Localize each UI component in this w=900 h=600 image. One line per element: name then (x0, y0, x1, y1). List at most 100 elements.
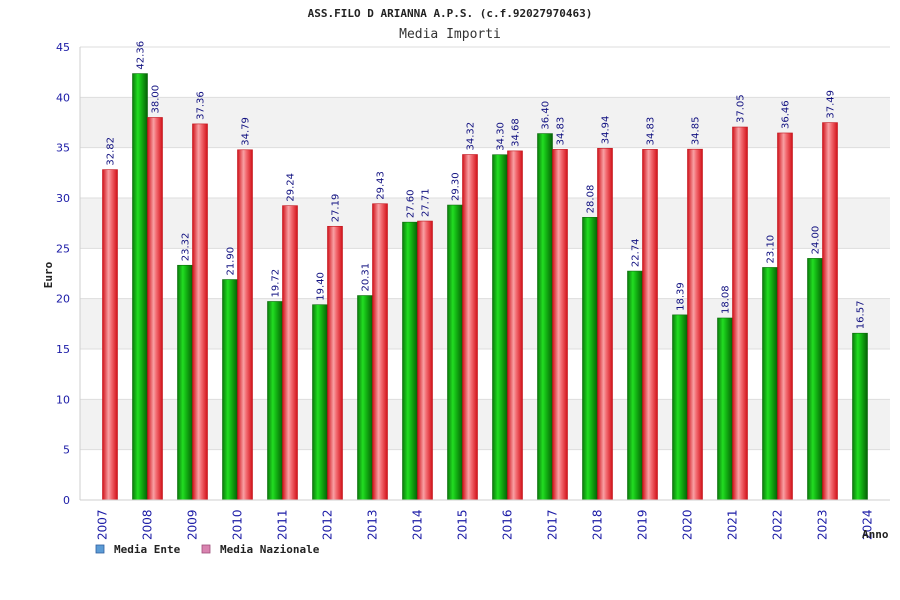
data-label: 20.31 (361, 263, 372, 292)
data-label: 18.08 (721, 285, 732, 314)
bar-media-nazionale-2011 (282, 205, 298, 501)
bar-media-ente-2012 (312, 304, 328, 501)
bar-media-nazionale-2007 (102, 169, 118, 501)
x-tick-label: 2016 (501, 509, 515, 540)
bar-media-nazionale-2013 (372, 203, 388, 501)
bar-media-nazionale-2016 (507, 150, 523, 501)
bar-media-nazionale-2019 (642, 149, 658, 501)
bar-media-ente-2019 (627, 270, 643, 501)
x-tick-label: 2008 (141, 509, 155, 540)
data-label: 27.71 (421, 188, 432, 217)
data-label: 37.36 (196, 91, 207, 120)
data-label: 24.00 (811, 226, 822, 255)
data-label: 29.24 (286, 173, 297, 202)
bar-media-ente-2009 (177, 264, 193, 501)
data-labels: 32.82 42.36 38.00 23.32 37.36 21.90 34.79 19.72… (106, 41, 867, 329)
bar-media-nazionale-2023 (822, 122, 838, 501)
bar-media-nazionale-2017 (552, 149, 568, 501)
data-label: 23.10 (766, 235, 777, 264)
x-tick-label: 2007 (96, 509, 110, 540)
bar-media-nazionale-2020 (687, 148, 703, 501)
data-label: 22.74 (631, 238, 642, 267)
data-label: 21.90 (226, 247, 237, 276)
data-label: 27.19 (331, 194, 342, 223)
bar-media-ente-2017 (537, 133, 553, 501)
y-tick-label: 10 (56, 393, 70, 406)
y-tick-label: 0 (63, 494, 70, 507)
bar-media-nazionale-2009 (192, 123, 208, 501)
bar-media-ente-2020 (672, 314, 688, 501)
plot-band (80, 198, 890, 249)
x-tick-label: 2010 (231, 509, 245, 540)
x-tick-labels: 2007 2008 2009 2010 2011 2012 2013 2014 2015 2016… (96, 509, 875, 540)
bar-media-nazionale-2022 (777, 132, 793, 501)
x-tick-label: 2012 (321, 509, 335, 540)
chart-subtitle: Media Importi (399, 27, 501, 42)
legend-label-media-nazionale: Media Nazionale (220, 543, 320, 556)
bar-media-nazionale-2010 (237, 149, 253, 501)
bar-media-ente-2022 (762, 267, 778, 501)
data-label: 19.72 (271, 269, 282, 298)
bar-media-ente-2021 (717, 317, 733, 501)
data-label: 27.60 (406, 190, 417, 219)
data-label: 38.00 (151, 85, 162, 114)
plot-background-bands (80, 47, 890, 500)
bar-media-nazionale-2008 (147, 117, 163, 501)
axes (79, 47, 890, 501)
bar-media-nazionale-2021 (732, 126, 748, 501)
plot-band (80, 298, 890, 349)
x-tick-label: 2011 (276, 509, 290, 540)
gridlines (80, 46, 890, 451)
bar-media-ente-2018 (582, 217, 598, 501)
data-label: 34.32 (466, 122, 477, 151)
bar-media-nazionale-2018 (597, 147, 613, 501)
y-tick-labels: 0 5 10 15 20 25 30 35 40 45 (56, 41, 70, 507)
x-tick-label: 2024 (861, 509, 875, 540)
bar-media-ente-2024 (852, 332, 868, 501)
x-tick-label: 2017 (546, 509, 560, 540)
data-label: 37.49 (826, 90, 837, 119)
y-tick-label: 35 (56, 142, 70, 155)
x-tick-label: 2014 (411, 509, 425, 540)
data-label: 28.08 (586, 185, 597, 214)
data-label: 29.43 (376, 171, 387, 200)
data-label: 36.40 (541, 101, 552, 130)
data-label: 42.36 (136, 41, 147, 70)
data-label: 34.30 (496, 122, 507, 151)
bar-media-nazionale-2014 (417, 220, 433, 501)
x-tick-label: 2019 (636, 509, 650, 540)
data-label: 34.83 (556, 117, 567, 146)
y-tick-label: 20 (56, 293, 70, 306)
bar-media-ente-2014 (402, 221, 418, 501)
data-label: 37.05 (736, 94, 747, 123)
plot-band (80, 97, 890, 148)
y-axis-label: Euro (42, 261, 55, 288)
plot-band (80, 47, 890, 98)
data-label: 16.57 (856, 301, 867, 330)
y-tick-label: 30 (56, 192, 70, 205)
plot-band (80, 147, 890, 198)
y-tick-label: 40 (56, 91, 70, 104)
data-label: 34.85 (691, 117, 702, 146)
data-label: 34.94 (601, 116, 612, 145)
legend-label-media-ente: Media Ente (114, 543, 181, 556)
plot-band (80, 248, 890, 299)
bar-media-ente-2010 (222, 279, 238, 501)
bar-media-ente-2011 (267, 301, 283, 501)
x-tick-label: 2022 (771, 509, 785, 540)
data-label: 29.30 (451, 172, 462, 201)
data-label: 19.40 (316, 272, 327, 301)
bar-media-ente-2008 (132, 73, 148, 501)
legend-swatch-media-ente (95, 544, 105, 554)
x-tick-label: 2015 (456, 509, 470, 540)
bar-media-ente-2023 (807, 258, 823, 501)
data-label: 18.39 (676, 282, 687, 311)
y-tick-label: 15 (56, 343, 70, 356)
bar-media-ente-2013 (357, 295, 373, 501)
bar-media-nazionale-2012 (327, 225, 343, 501)
plot-band (80, 449, 890, 500)
plot-band (80, 399, 890, 450)
x-tick-label: 2009 (186, 509, 200, 540)
legend: Media Ente Media Nazionale (95, 543, 320, 556)
